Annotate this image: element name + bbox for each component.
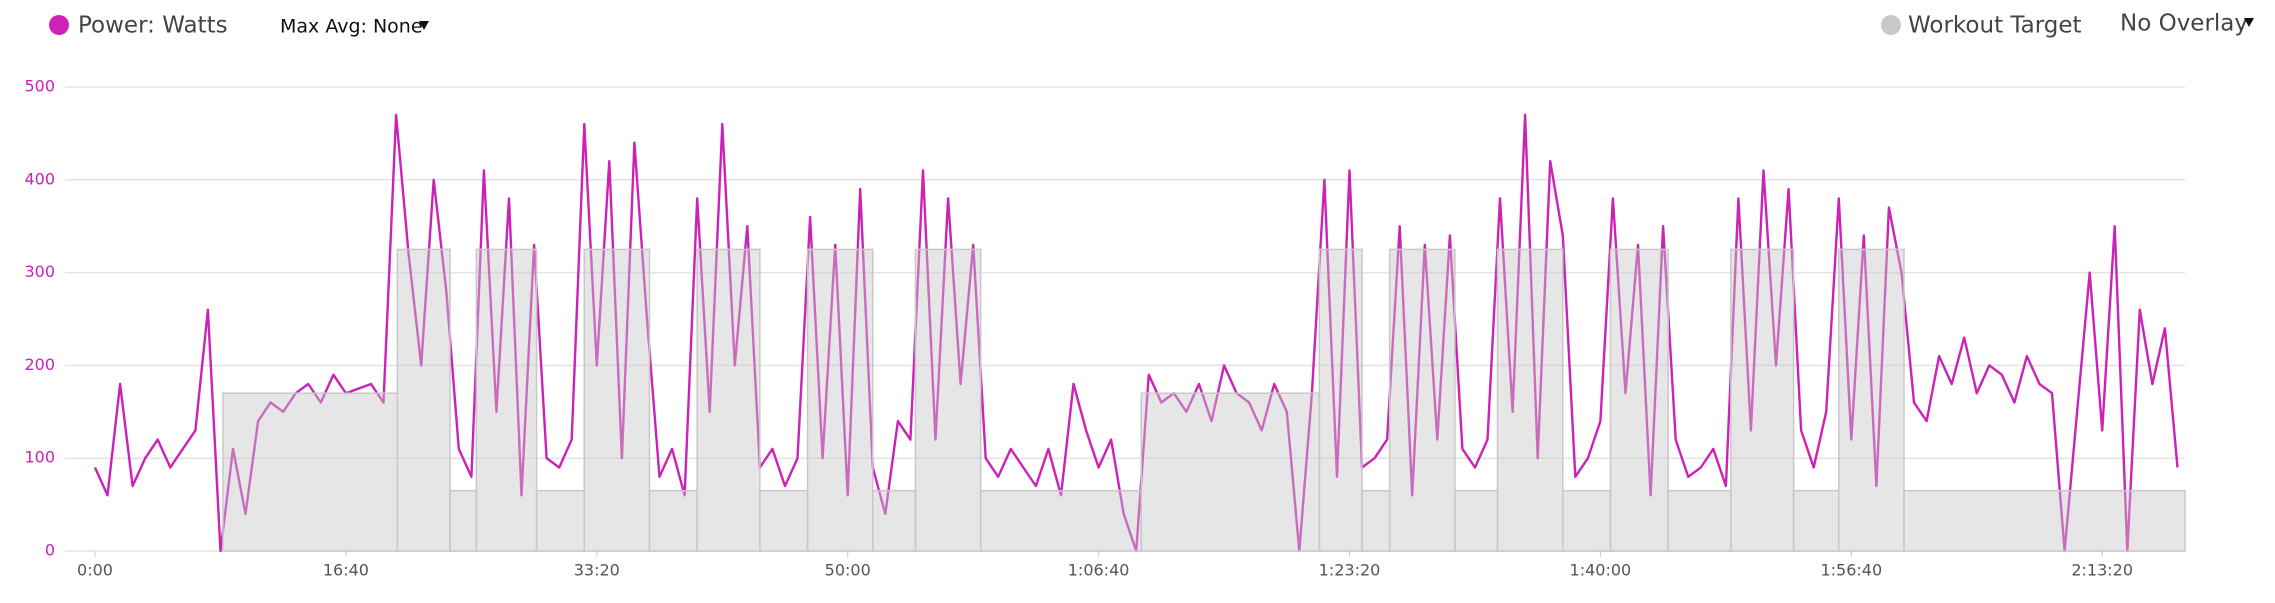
target-step (872, 489, 917, 552)
target-step (648, 489, 698, 552)
target-step (979, 489, 1143, 552)
target-step (1667, 489, 1732, 552)
target-step (696, 248, 761, 552)
target-step (396, 248, 451, 552)
legend-swatch (1881, 15, 1901, 35)
y-tick-label: 400 (24, 169, 55, 188)
legend-label: Workout Target (1908, 13, 2082, 39)
y-tick-label: 200 (24, 355, 55, 374)
target-step (1562, 489, 1612, 552)
x-tick-label: 2:13:20 (2071, 561, 2133, 580)
x-tick-label: 33:20 (574, 561, 620, 580)
legend-label: Power: Watts (78, 13, 228, 39)
y-tick-label: 300 (24, 262, 55, 281)
dropdown-label[interactable]: No Overlay (2120, 11, 2248, 37)
target-step (1609, 248, 1669, 552)
x-tick-label: 1:56:40 (1820, 561, 1882, 580)
target-step (1454, 489, 1499, 552)
x-tick-label: 1:40:00 (1570, 561, 1632, 580)
max-avg-dropdown[interactable]: Max Avg: None (280, 16, 429, 38)
dropdown-label[interactable]: Max Avg: None (280, 16, 423, 38)
target-step (1361, 489, 1391, 552)
legend-swatch (49, 15, 69, 35)
target-step (583, 248, 651, 552)
y-tick-label: 0 (45, 541, 55, 560)
dropdown-arrow[interactable] (419, 21, 429, 30)
target-step (222, 392, 399, 552)
y-tick-label: 500 (24, 77, 55, 96)
x-tick-label: 1:23:20 (1319, 561, 1381, 580)
target-step (1496, 248, 1564, 552)
y-tick-label: 100 (24, 448, 55, 467)
target-step (1903, 489, 2186, 552)
target-step (806, 248, 874, 552)
target-step (1318, 248, 1363, 552)
target-step (759, 489, 809, 552)
target-step (449, 489, 478, 552)
target-step (535, 489, 586, 552)
x-tick-label: 1:06:40 (1068, 561, 1130, 580)
target-step (1792, 489, 1840, 552)
x-tick-label: 16:40 (323, 561, 369, 580)
x-tick-label: 0:00 (77, 561, 113, 580)
target-step (1140, 392, 1321, 552)
x-tick-label: 50:00 (825, 561, 871, 580)
target-step (1838, 248, 1905, 552)
target-step (1730, 248, 1795, 552)
target-step (475, 248, 538, 552)
target-step (1388, 248, 1456, 552)
dropdown-arrow[interactable] (2244, 18, 2254, 27)
target-step (914, 248, 982, 552)
overlay-dropdown[interactable]: No Overlay (2120, 11, 2254, 37)
